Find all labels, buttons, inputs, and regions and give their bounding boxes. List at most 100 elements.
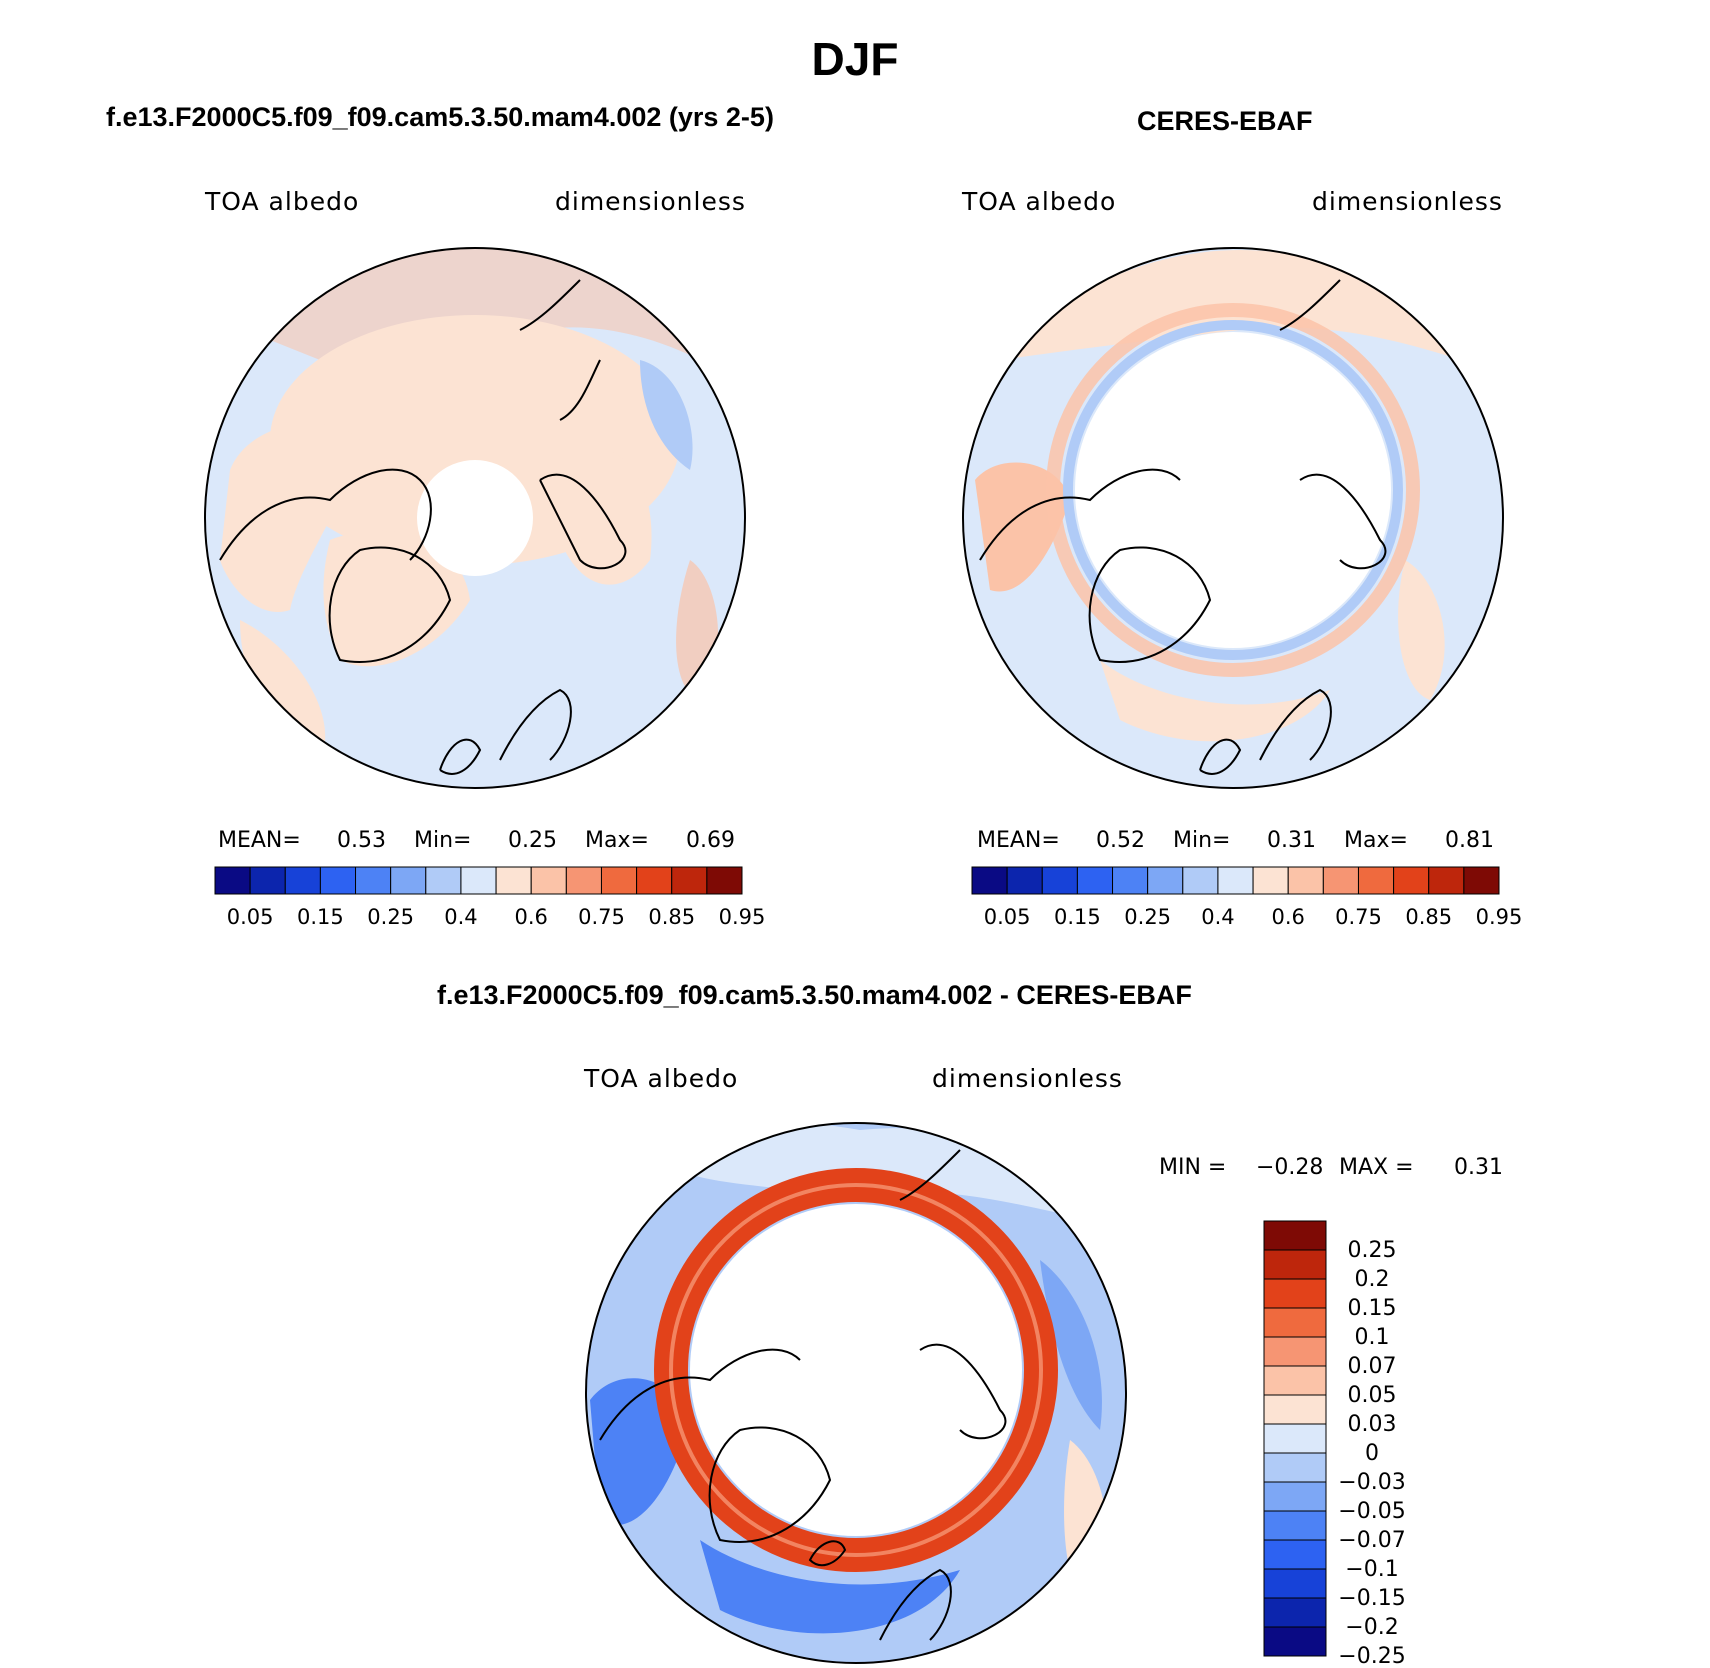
colorbar-1-swatch xyxy=(460,866,497,895)
map-2-border xyxy=(962,247,1504,789)
map-1-missing-cap xyxy=(417,460,533,576)
colorbar-2-swatch xyxy=(1041,866,1078,895)
colorbar-3-tick-label: 0.2 xyxy=(1355,1267,1390,1292)
panel-1-mean-label: MEAN= xyxy=(218,828,301,853)
colorbar-3-swatch xyxy=(1263,1336,1327,1367)
map-1-coastlines xyxy=(219,279,627,775)
map-2-ceres-albedo xyxy=(962,247,1504,789)
colorbar-1-tick-label: 0.85 xyxy=(648,905,695,929)
colorbar-3: 0.25 0.2 0.15 0.1 0.07 0.05 0.03 0 −0.03 −0.05 −0.… xyxy=(1263,1220,1406,1668)
colorbar-2-swatch xyxy=(1287,866,1324,895)
colorbar-1-swatch xyxy=(636,866,673,895)
map-1-border xyxy=(204,247,746,789)
panel-2-min-value: 0.31 xyxy=(1267,828,1316,853)
colorbar-3-swatch xyxy=(1263,1597,1327,1628)
colorbar-3-tick-label: 0.03 xyxy=(1348,1412,1397,1437)
colorbar-3-tick-label: −0.05 xyxy=(1338,1499,1405,1524)
panel-2-mean-label: MEAN= xyxy=(977,828,1060,853)
panel-2-variable-label: TOA albedo xyxy=(962,187,1117,216)
colorbar-2-swatch xyxy=(1006,866,1043,895)
colorbar-2-swatch xyxy=(1076,866,1114,895)
map-3-border xyxy=(585,1122,1127,1664)
colorbar-2-tick-label: 0.75 xyxy=(1335,905,1382,929)
colorbar-2-tick-label: 0.6 xyxy=(1271,905,1304,929)
map-3-region-subtropical-atlantic xyxy=(600,1580,686,1663)
panel-3-min-label: MIN = xyxy=(1159,1155,1227,1180)
colorbar-2-swatch xyxy=(1393,866,1430,895)
colorbar-1-swatch xyxy=(706,866,743,895)
colorbar-2: 0.05 0.15 0.25 0.4 0.6 0.75 0.85 0.95 xyxy=(971,866,1522,929)
colorbar-2-tick-label: 0.85 xyxy=(1405,905,1452,929)
panel-1-mean-value: 0.53 xyxy=(337,828,386,853)
colorbar-1-tick-label: 0.95 xyxy=(719,905,766,929)
colorbar-2-swatch xyxy=(1463,866,1500,895)
colorbar-2-swatch xyxy=(1322,866,1359,895)
colorbar-1-swatch xyxy=(600,866,638,895)
panel-3-min-value: −0.28 xyxy=(1256,1155,1324,1180)
panel-3-units-label: dimensionless xyxy=(932,1064,1123,1093)
map-3-region-north-atlantic xyxy=(700,1540,960,1634)
panel-1-min-value: 0.25 xyxy=(508,828,557,853)
map-1-region-greenland xyxy=(323,530,470,667)
colorbar-3-tick-label: 0.25 xyxy=(1348,1238,1397,1263)
colorbar-3-tick-label: 0.15 xyxy=(1348,1296,1397,1321)
colorbar-3-tick-label: −0.25 xyxy=(1338,1644,1405,1668)
panel-2-max-label: Max= xyxy=(1344,828,1408,853)
colorbar-3-tick-label: −0.2 xyxy=(1345,1615,1398,1640)
panel-2-max-value: 0.81 xyxy=(1445,828,1494,853)
map-3-coastlines xyxy=(599,1149,1007,1641)
map-2-coastlines xyxy=(979,279,1387,775)
map-2-ring-outer xyxy=(1046,303,1420,677)
colorbar-1: 0.05 0.15 0.25 0.4 0.6 0.75 0.85 0.95 xyxy=(214,866,766,929)
panel-1-max-value: 0.69 xyxy=(686,828,735,853)
colorbar-2-tick-label: 0.4 xyxy=(1201,905,1234,929)
colorbar-3-tick-label: 0.05 xyxy=(1348,1383,1397,1408)
colorbar-3-swatch xyxy=(1263,1307,1327,1338)
colorbar-1-swatch xyxy=(565,866,602,895)
colorbar-1-swatch xyxy=(249,866,286,895)
colorbar-3-swatch xyxy=(1263,1626,1327,1657)
colorbar-3-swatch xyxy=(1263,1220,1327,1251)
colorbar-1-tick-label: 0.4 xyxy=(444,905,477,929)
map-1-region-atlantic xyxy=(240,620,326,760)
colorbar-1-swatch xyxy=(214,866,251,895)
map-1-region-north-pacific-low xyxy=(640,360,693,470)
colorbar-2-tick-label: 0.25 xyxy=(1124,905,1171,929)
colorbar-2-swatch xyxy=(971,866,1008,895)
colorbar-3-swatch xyxy=(1263,1394,1327,1425)
panel-3-max-value: 0.31 xyxy=(1454,1155,1503,1180)
colorbar-1-swatch xyxy=(425,866,462,895)
colorbar-1-swatch xyxy=(284,866,321,895)
panel-3-title: f.e13.F2000C5.f09_f09.cam5.3.50.mam4.002… xyxy=(437,980,1192,1010)
map-3-difference xyxy=(585,1122,1127,1664)
panel-2-units-label: dimensionless xyxy=(1312,187,1503,216)
colorbar-3-tick-label: −0.1 xyxy=(1345,1557,1398,1582)
colorbar-3-tick-label: −0.03 xyxy=(1338,1470,1405,1495)
colorbar-3-tick-label: 0.07 xyxy=(1348,1354,1397,1379)
panel-1-max-label: Max= xyxy=(585,828,649,853)
colorbar-2-swatch xyxy=(1147,866,1184,895)
colorbar-3-tick-label: −0.07 xyxy=(1338,1528,1405,1553)
colorbar-2-swatch xyxy=(1112,866,1149,895)
colorbar-1-swatch xyxy=(495,866,532,895)
colorbar-3-swatch xyxy=(1263,1423,1327,1454)
colorbar-3-swatch xyxy=(1263,1539,1327,1570)
map-1-model-albedo xyxy=(204,247,746,789)
colorbar-3-swatch xyxy=(1263,1278,1327,1309)
colorbar-1-swatch xyxy=(530,866,567,895)
colorbar-2-tick-label: 0.05 xyxy=(984,905,1031,929)
panel-3-max-label: MAX = xyxy=(1339,1155,1414,1180)
colorbar-3-swatch xyxy=(1263,1568,1327,1599)
map-2-ring-inner xyxy=(1063,320,1403,660)
colorbar-1-swatch xyxy=(671,866,708,895)
map-3-missing-interior xyxy=(690,1204,1022,1536)
colorbar-2-tick-label: 0.15 xyxy=(1054,905,1101,929)
map-3-ring-highlight xyxy=(669,1183,1043,1557)
colorbar-2-swatch xyxy=(1428,866,1465,895)
colorbar-3-swatch xyxy=(1263,1365,1327,1396)
colorbar-3-tick-label: 0 xyxy=(1365,1441,1379,1466)
colorbar-3-swatch xyxy=(1263,1481,1327,1512)
colorbar-1-tick-label: 0.15 xyxy=(297,905,344,929)
panel-1-units-label: dimensionless xyxy=(555,187,746,216)
panel-1-title: f.e13.F2000C5.f09_f09.cam5.3.50.mam4.002… xyxy=(106,102,774,132)
